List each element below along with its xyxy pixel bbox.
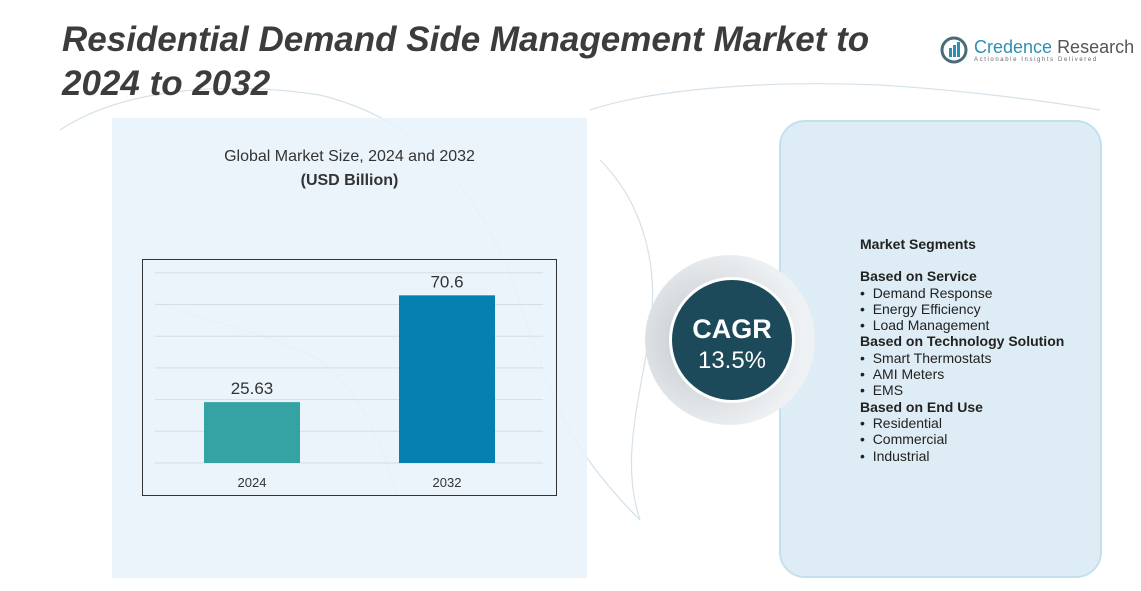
segment-item: • Residential [860, 415, 1064, 431]
segment-item: • Energy Efficiency [860, 301, 1064, 317]
x-tick-label: 2032 [433, 475, 462, 490]
bullet-icon: • [860, 284, 873, 301]
cagr-value: 13.5% [697, 347, 767, 374]
bar-chart-svg: 25.63 2024 70.6 2032 [155, 272, 543, 490]
cagr-label: CAGR [692, 314, 772, 344]
segment-item-label: Commercial [872, 431, 948, 448]
segment-item: • Commercial [860, 431, 1064, 447]
segment-item-label: Demand Response [872, 284, 993, 301]
segment-group-title: Based on End Use [860, 398, 983, 415]
segment-item-label: Energy Efficiency [872, 300, 981, 317]
bullet-icon: • [860, 414, 873, 431]
bullet-icon: • [860, 366, 873, 383]
segment-group-title: Based on Technology Solution [860, 333, 1065, 350]
logo-icon [940, 36, 968, 64]
cagr-badge: CAGR 13.5% [645, 255, 815, 425]
chart-panel: Global Market Size, 2024 and 2032 (USD B… [112, 118, 587, 578]
logo-tagline: Actionable Insights Delivered [974, 57, 1098, 63]
bullet-icon: • [860, 349, 873, 366]
chart-subtitle: (USD Billion) [300, 172, 399, 189]
bar-2024 [204, 402, 300, 463]
segment-item-label: AMI Meters [872, 366, 945, 383]
segment-item: • Load Management [860, 317, 1064, 333]
x-tick-label: 2024 [238, 475, 267, 490]
segment-group-title: Based on Service [860, 268, 977, 285]
chart-title: Global Market Size, 2024 and 2032 [224, 148, 475, 165]
segment-item-label: Residential [872, 414, 942, 431]
bullet-icon: • [860, 300, 873, 317]
cagr-circle: CAGR 13.5% [669, 277, 795, 403]
segment-item: • EMS [860, 382, 1064, 398]
segment-item-label: Smart Thermostats [872, 349, 992, 366]
bullet-icon: • [860, 431, 873, 448]
segment-item: • Demand Response [860, 285, 1064, 301]
data-label: 70.6 [430, 272, 463, 291]
market-segments: Market Segments Based on Service • Demand… [860, 236, 1064, 464]
logo-name-1: Credence [974, 37, 1053, 57]
data-label: 25.63 [231, 379, 274, 398]
segment-item-label: EMS [872, 382, 904, 399]
segment-item-label: Industrial [872, 447, 930, 464]
logo-name-2: Research [1057, 37, 1135, 57]
bullet-icon: • [860, 382, 873, 399]
segment-item: • Smart Thermostats [860, 350, 1064, 366]
credence-research-logo: Credence Research Actionable Insights De… [940, 36, 1134, 64]
segment-item-label: Load Management [872, 317, 990, 334]
bullet-icon: • [860, 317, 873, 334]
segment-item: • AMI Meters [860, 366, 1064, 382]
bar-2032 [399, 295, 495, 463]
segments-heading: Market Segments [860, 236, 976, 252]
bullet-icon: • [860, 447, 873, 464]
bar-chart: 25.63 2024 70.6 2032 [142, 259, 557, 496]
page-title: Residential Demand Side Management Marke… [62, 20, 870, 103]
segment-item: • Industrial [860, 448, 1064, 464]
